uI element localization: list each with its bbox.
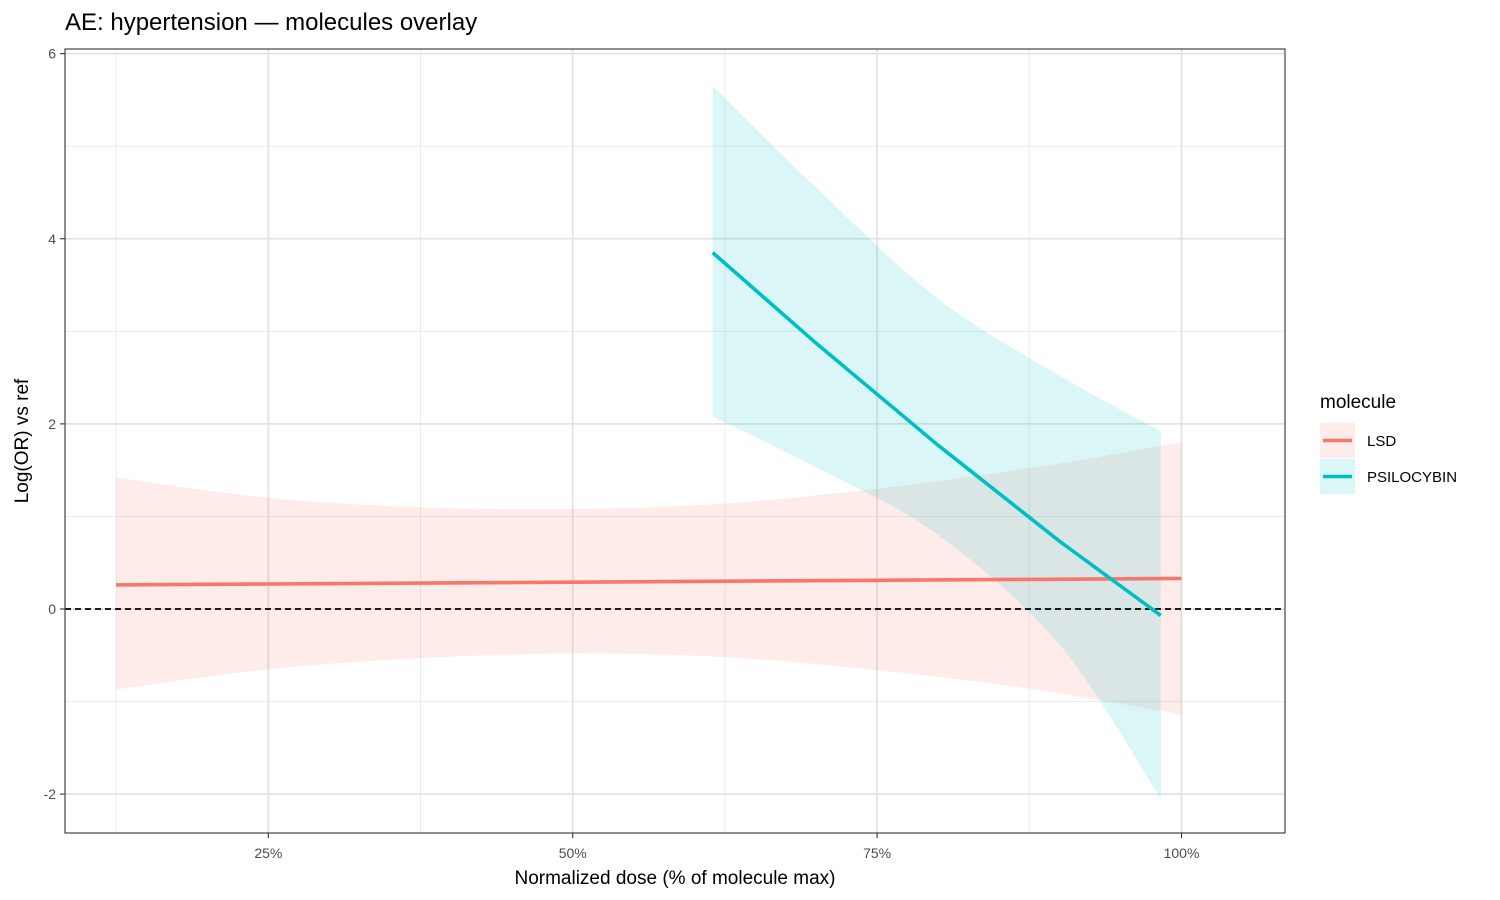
x-tick-label: 100% xyxy=(1164,845,1200,861)
x-axis-title: Normalized dose (% of molecule max) xyxy=(514,868,835,889)
y-tick-label: 4 xyxy=(48,231,56,247)
series-lines xyxy=(116,251,1182,617)
y-tick-label: 2 xyxy=(48,416,56,432)
panel-border xyxy=(64,48,1286,834)
confidence-ribbons xyxy=(116,86,1182,799)
y-tick-label: 0 xyxy=(48,601,56,617)
y-axis-title: Log(OR) vs ref xyxy=(12,378,33,503)
legend: LSD PSILOCYBIN xyxy=(1320,423,1457,494)
x-tick-label: 50% xyxy=(559,845,587,861)
y-tick-label: -2 xyxy=(44,786,57,802)
series-line-psilocybin xyxy=(711,251,1162,617)
legend-label-lsd: LSD xyxy=(1367,433,1396,450)
y-axis-ticks: -2 0 2 4 6 xyxy=(44,46,65,802)
legend-title: molecule xyxy=(1320,392,1396,413)
series-line-lsd xyxy=(116,576,1182,587)
legend-label-psilocybin: PSILOCYBIN xyxy=(1367,469,1457,486)
x-tick-label: 75% xyxy=(863,845,891,861)
y-tick-label: 6 xyxy=(48,46,56,62)
ribbon-lsd xyxy=(116,442,1182,715)
chart-title: AE: hypertension — molecules overlay xyxy=(65,9,477,36)
x-axis-ticks: 25% 50% 75% 100% xyxy=(254,833,1199,861)
x-tick-label: 25% xyxy=(254,845,282,861)
